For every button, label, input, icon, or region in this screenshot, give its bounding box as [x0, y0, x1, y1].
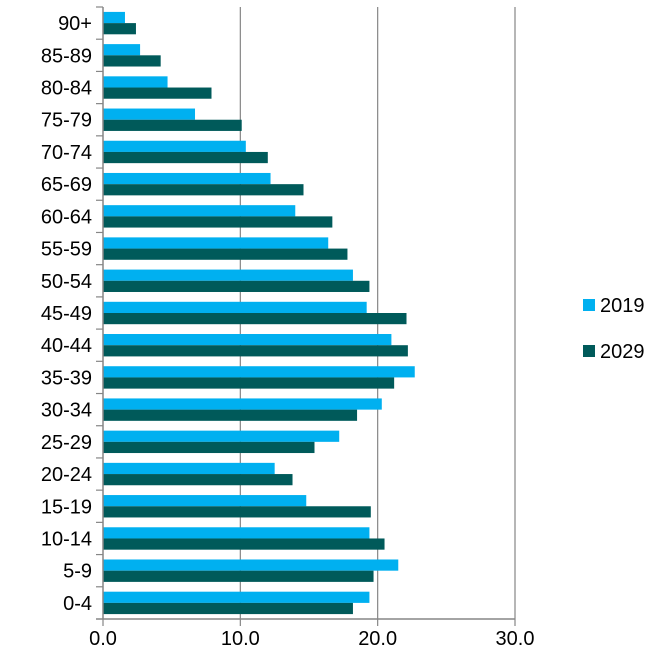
category-label: 80-84	[41, 78, 92, 100]
bar-2029	[103, 216, 333, 228]
legend-label-2029: 2029	[600, 341, 645, 363]
bar-2029	[103, 409, 358, 421]
bar-2029	[103, 474, 293, 486]
category-label: 15-19	[41, 496, 92, 518]
x-tick-label: 10.0	[221, 628, 260, 650]
bar-2029	[103, 23, 136, 35]
legend-label-2019: 2019	[600, 295, 645, 317]
category-label: 90+	[58, 13, 92, 35]
bar-2029	[103, 55, 161, 67]
category-label: 85-89	[41, 45, 92, 67]
bar-2029	[103, 570, 374, 582]
bar-2029	[103, 345, 408, 357]
bar-2019	[103, 237, 329, 249]
category-label: 30-34	[41, 400, 92, 422]
bar-2029	[103, 151, 268, 164]
bar-2019	[103, 430, 340, 442]
bar-2019	[103, 172, 271, 185]
bar-2029	[103, 280, 370, 292]
legend: 2019 2029	[583, 295, 645, 363]
bar-2029	[103, 87, 212, 99]
bar-2029	[103, 377, 395, 389]
bar-2029	[103, 441, 315, 454]
category-label: 75-79	[41, 110, 92, 132]
bar-2019	[103, 462, 275, 475]
category-label: 5-9	[63, 561, 92, 583]
legend-swatch-2019	[583, 299, 595, 311]
category-labels: 0-4 5-9 10-14 15-19 20-24 25-29 30-34 35-39 40-4…	[41, 13, 92, 615]
bar-2019	[103, 334, 392, 346]
category-label: 0-4	[63, 593, 92, 615]
bar-2019	[103, 527, 370, 539]
bar-2019	[103, 366, 415, 378]
category-label: 60-64	[41, 206, 92, 228]
bar-2019	[103, 108, 196, 120]
x-tick-label: 0.0	[89, 628, 117, 650]
bar-2019	[103, 591, 370, 603]
bar-2029	[103, 602, 353, 615]
bar-2019	[103, 11, 125, 24]
category-label: 70-74	[41, 142, 92, 164]
bar-2029	[103, 538, 385, 550]
category-label: 55-59	[41, 239, 92, 261]
bar-2029	[103, 313, 407, 325]
value-tick-labels: 0.0 10.0 20.0 30.0	[89, 628, 534, 650]
category-label: 25-29	[41, 432, 92, 454]
bars	[103, 11, 415, 615]
bar-2029	[103, 119, 242, 131]
x-tick-label: 30.0	[496, 628, 535, 650]
bar-2029	[103, 248, 348, 260]
bar-2029	[103, 184, 304, 196]
bar-2019	[103, 44, 141, 56]
legend-swatch-2029	[583, 345, 595, 357]
axes	[96, 6, 516, 626]
category-label: 45-49	[41, 303, 92, 325]
category-label: 40-44	[41, 335, 92, 357]
bar-2019	[103, 205, 296, 217]
category-label: 10-14	[41, 528, 92, 550]
bar-2029	[103, 506, 371, 518]
category-label: 35-39	[41, 367, 92, 389]
bar-2019	[103, 495, 307, 507]
bar-2019	[103, 269, 353, 281]
category-label: 50-54	[41, 271, 92, 293]
bar-2019	[103, 398, 382, 410]
category-label: 20-24	[41, 464, 92, 486]
x-tick-label: 20.0	[358, 628, 397, 650]
bar-2019	[103, 140, 246, 152]
bar-2019	[103, 301, 367, 313]
category-label: 65-69	[41, 174, 92, 196]
bar-2019	[103, 76, 168, 88]
bar-2019	[103, 559, 399, 571]
